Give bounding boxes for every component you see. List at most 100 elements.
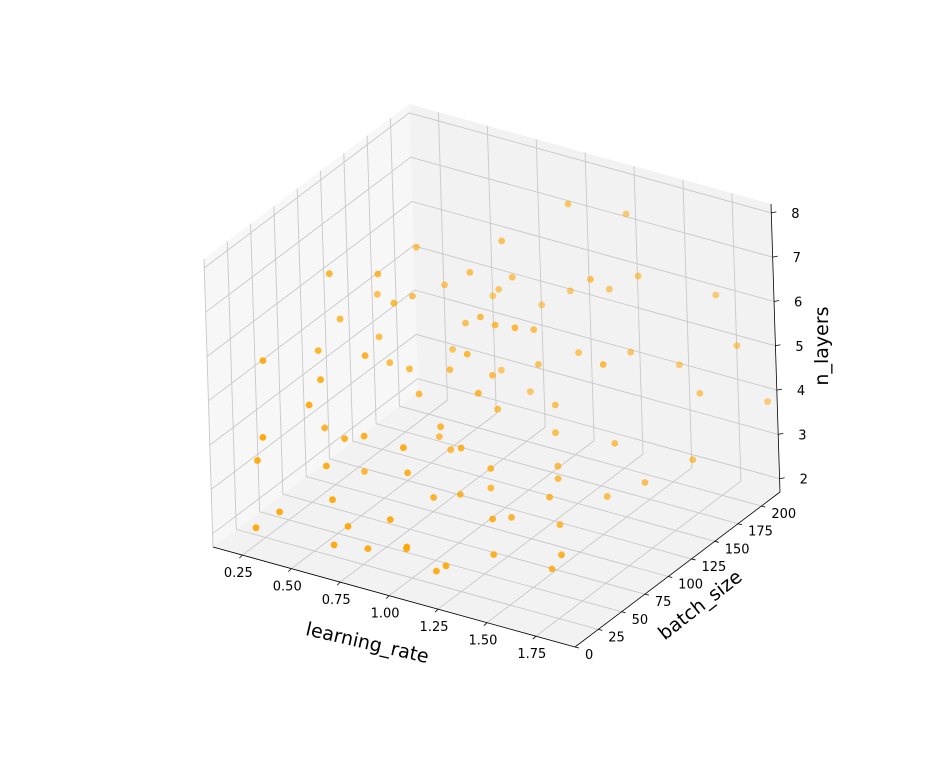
x-tick: [385, 595, 390, 599]
data-point: [341, 435, 348, 442]
y-grid-line: [296, 188, 669, 577]
z-axis-title: n_layers: [811, 306, 833, 385]
data-point: [558, 551, 565, 559]
data-point: [477, 313, 484, 321]
y-grid-line: [226, 241, 599, 630]
data-point: [463, 350, 471, 358]
data-point: [487, 484, 495, 492]
y-tick-label: 50: [632, 613, 649, 628]
y-grid-line: [343, 153, 715, 542]
x-grid-line: [291, 125, 497, 569]
z-tick-label: 5: [795, 340, 803, 355]
data-point: [495, 286, 503, 293]
data-point: [360, 432, 368, 440]
x-grid-line: [388, 152, 595, 596]
data-point: [364, 545, 372, 552]
x-tick: [239, 554, 243, 559]
z-axis-line: [770, 203, 781, 493]
data-point: [433, 567, 440, 575]
y-grid-line: [366, 135, 739, 525]
data-point: [441, 281, 448, 289]
z-tick-label: 8: [791, 207, 799, 222]
data-point: [317, 376, 324, 384]
y-grid-line: [320, 170, 692, 560]
data-point: [587, 276, 594, 283]
x-tick-label: 0.75: [322, 593, 351, 608]
x-tick: [336, 581, 341, 586]
y-axis-line: [574, 491, 781, 648]
z-tick: [778, 433, 784, 435]
data-point: [508, 514, 515, 521]
data-point: [474, 389, 482, 397]
y-tick: [737, 523, 743, 526]
data-point: [605, 285, 613, 293]
z-tick: [775, 344, 781, 347]
y-tick: [574, 646, 580, 649]
x-tick-label: 1.25: [420, 620, 449, 635]
y-tick: [621, 611, 626, 614]
z-grid-line: [205, 156, 773, 313]
data-point: [554, 462, 562, 470]
data-point: [400, 444, 407, 452]
data-point: [487, 465, 495, 472]
floor-pane: [213, 392, 780, 647]
z-tick: [776, 388, 782, 391]
data-point: [373, 290, 381, 298]
axis-lines: 0.250.500.751.001.251.501.75 025507510012…: [212, 203, 808, 663]
data-point: [548, 565, 556, 573]
z-tick: [771, 211, 777, 214]
data-point: [466, 269, 474, 276]
y-tick: [644, 593, 649, 596]
data-point: [344, 523, 352, 530]
data-point: [733, 342, 741, 349]
data-point: [538, 301, 546, 309]
data-point: [254, 457, 261, 464]
data-point: [676, 361, 683, 369]
data-point: [406, 365, 413, 373]
data-point: [603, 493, 611, 500]
x-tick-label: 0.50: [273, 580, 302, 595]
y-grid-line: [389, 118, 762, 507]
data-point: [325, 270, 333, 278]
data-point: [498, 237, 506, 245]
data-point: [404, 469, 411, 477]
data-point: [530, 326, 538, 333]
data-point: [436, 433, 443, 440]
y-tick-label: 200: [771, 507, 796, 522]
z-tick: [779, 477, 785, 480]
x-axis-line: [212, 546, 576, 648]
y-tick-label: 100: [678, 578, 703, 593]
data-point: [712, 291, 720, 299]
data-point: [415, 390, 423, 398]
z-tick-label: 4: [797, 384, 805, 399]
x-tick-label: 0.25: [224, 566, 253, 581]
z-grid-line: [206, 201, 775, 357]
z-grid-line: [204, 112, 772, 269]
x-grid-line: [486, 179, 693, 624]
z-grid-line: [209, 289, 777, 446]
data-point: [321, 424, 329, 432]
data-point: [764, 398, 771, 405]
data-point: [456, 491, 464, 498]
y-tick-label: 0: [585, 648, 593, 663]
data-point: [329, 496, 336, 504]
data-point: [641, 479, 649, 486]
x-tick-label: 1.00: [371, 607, 400, 622]
y-grid-line: [273, 206, 646, 595]
y-tick-label: 150: [725, 542, 750, 557]
data-point: [575, 349, 582, 357]
back-pane: [409, 104, 780, 492]
data-point: [566, 287, 574, 295]
data-point: [489, 292, 497, 300]
data-point: [259, 357, 267, 364]
z-grid-line: [210, 333, 779, 490]
data-point: [498, 366, 505, 374]
data-point: [554, 475, 562, 482]
data-point: [689, 456, 697, 464]
z-grid-line: [212, 378, 780, 535]
data-point: [276, 508, 283, 516]
data-point: [305, 401, 313, 409]
data-point: [622, 210, 630, 218]
z-tick: [773, 300, 780, 302]
